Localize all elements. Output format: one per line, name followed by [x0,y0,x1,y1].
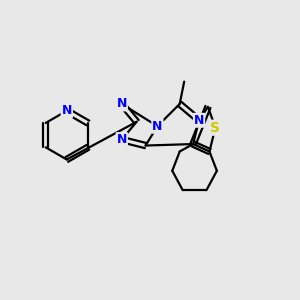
Text: N: N [152,120,163,133]
Text: S: S [210,121,220,135]
Text: N: N [194,114,204,127]
Text: N: N [61,104,72,117]
Text: N: N [117,133,127,146]
Text: N: N [117,98,127,110]
